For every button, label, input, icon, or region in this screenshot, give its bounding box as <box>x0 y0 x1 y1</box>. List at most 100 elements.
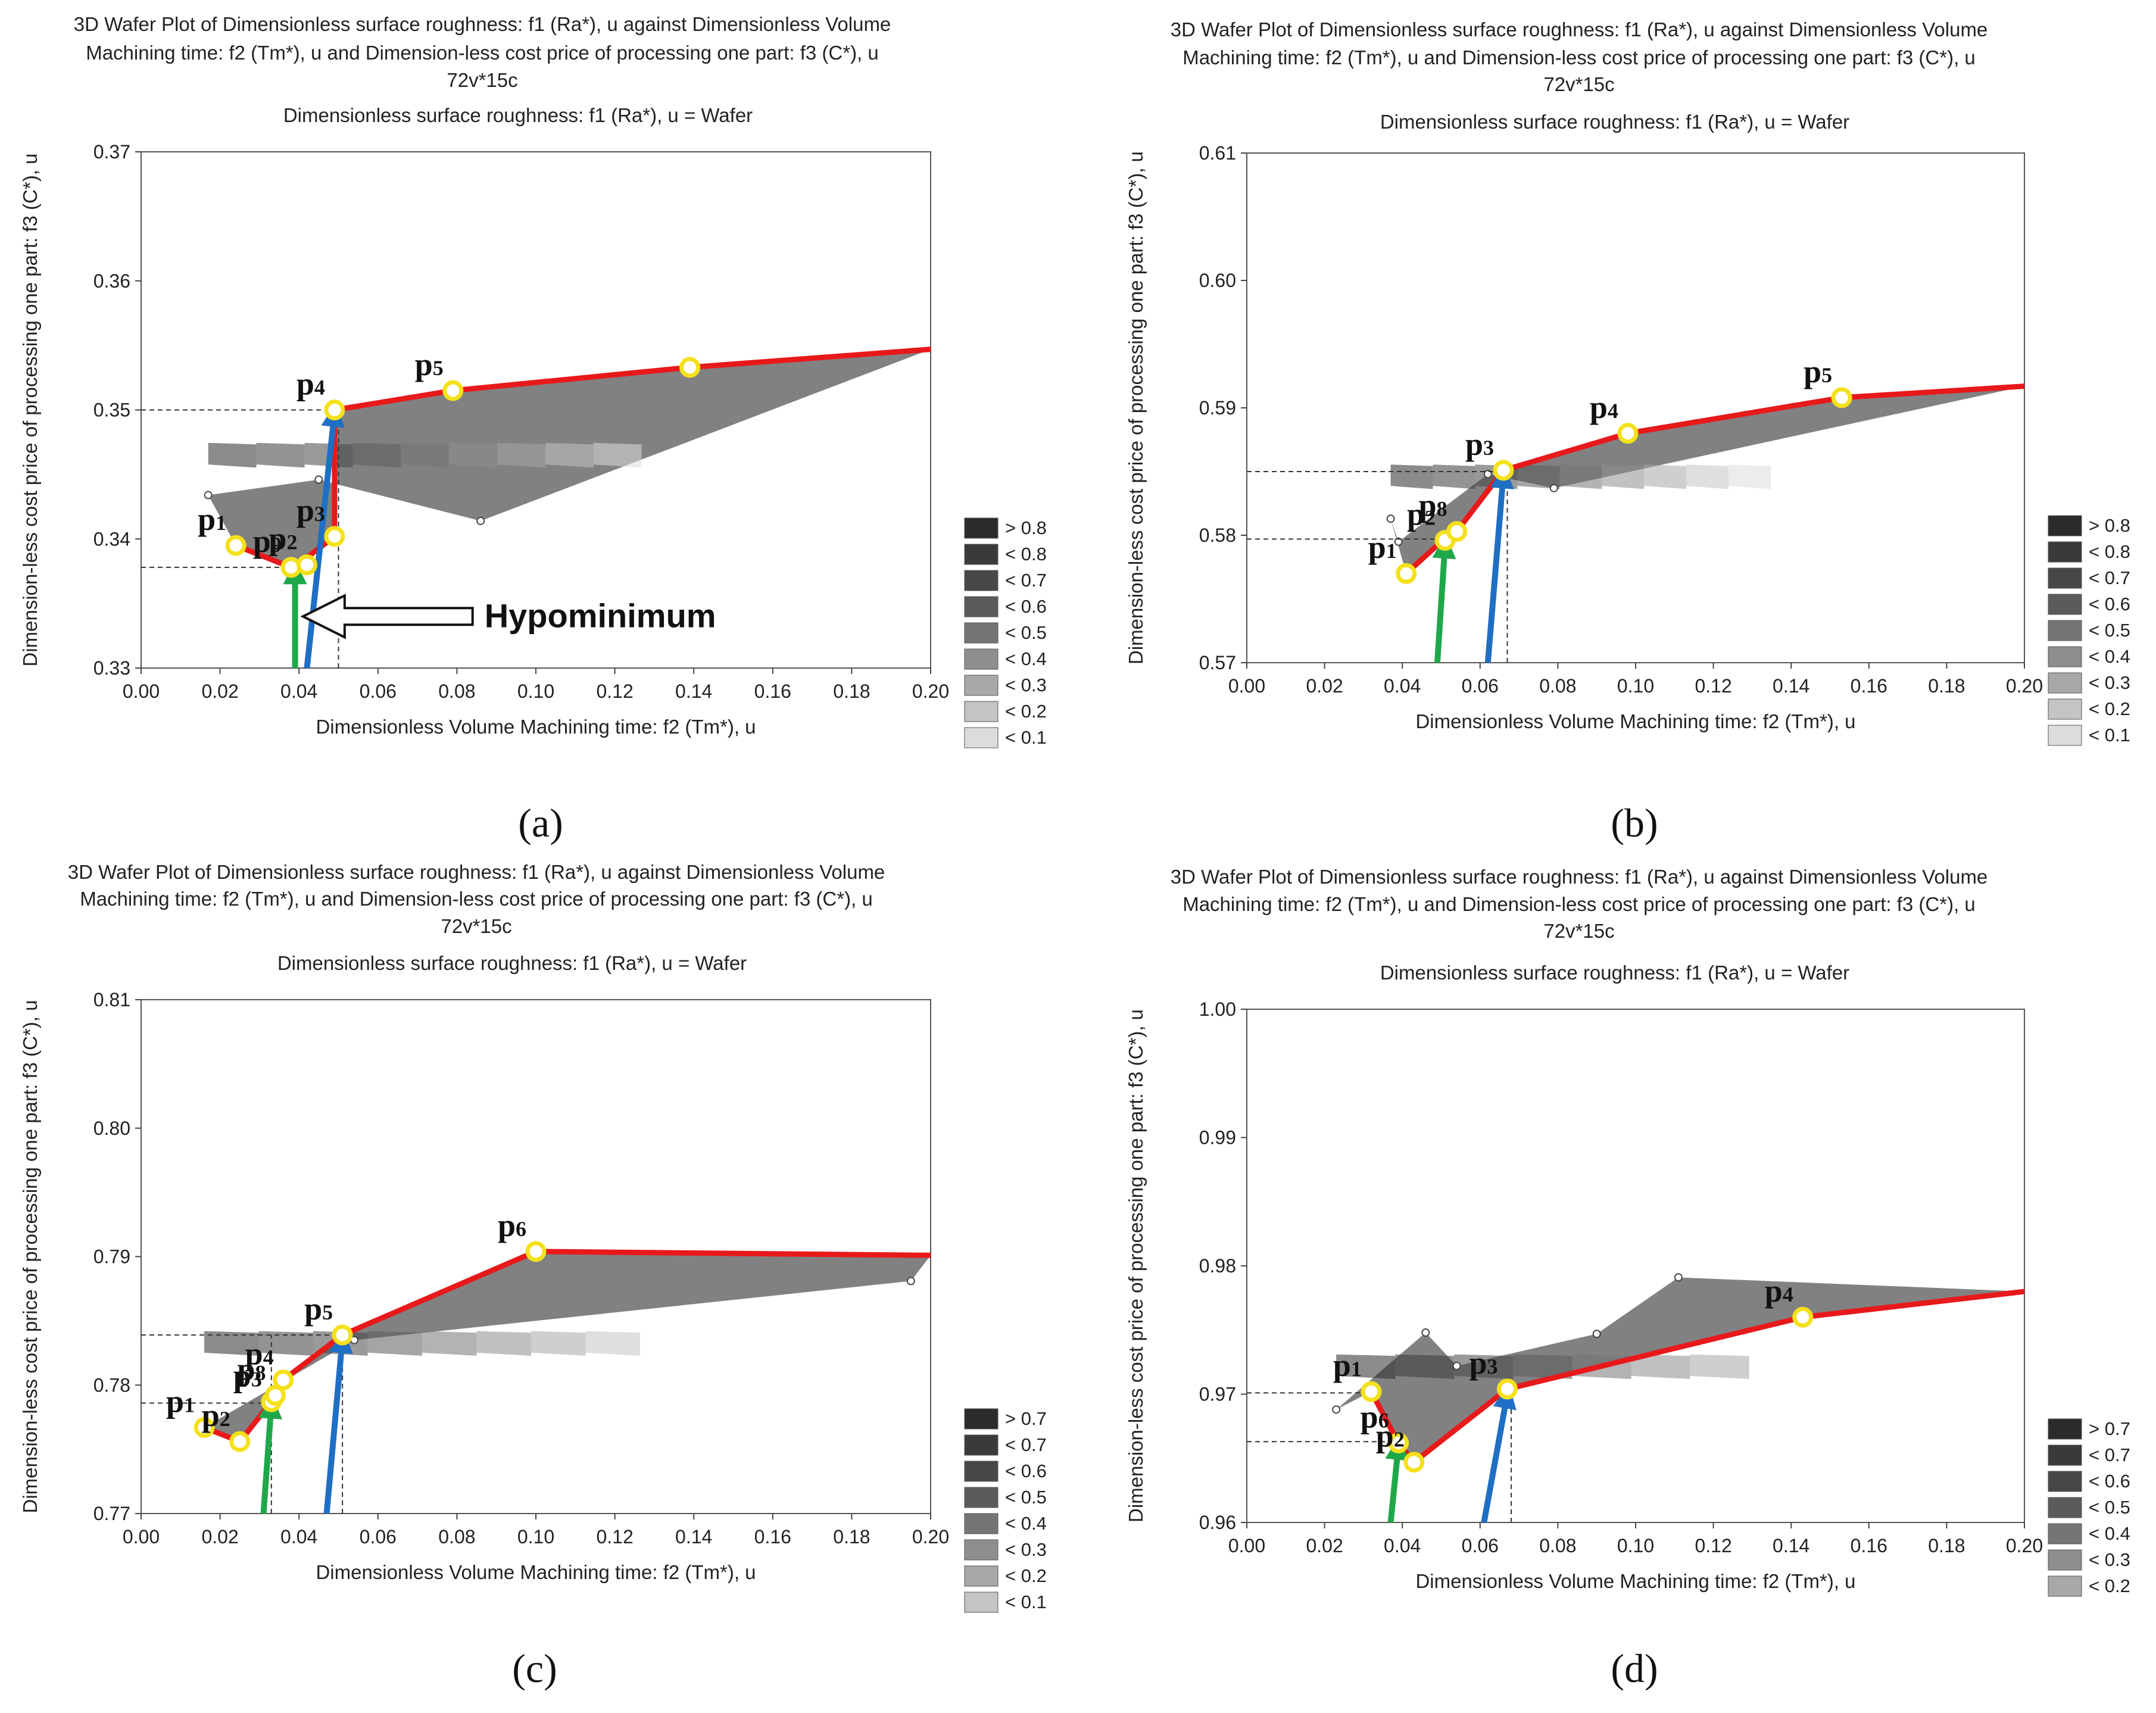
x-tick-label: 0.00 <box>1228 675 1265 697</box>
legend-label: < 0.2 <box>1005 1565 1047 1586</box>
legend-swatch <box>2048 567 2082 589</box>
x-tick-label: 0.12 <box>596 1526 633 1547</box>
x-tick-label: 0.06 <box>1462 675 1499 697</box>
legend-label: < 0.8 <box>2089 541 2130 562</box>
legend-swatch <box>2048 1549 2082 1571</box>
x-tick-label: 0.04 <box>280 681 317 702</box>
point-label: p5 <box>415 347 444 382</box>
legend-swatch <box>2048 1444 2082 1466</box>
legend-swatch <box>2048 672 2082 694</box>
wafer-vertex <box>204 491 213 500</box>
pareto-point <box>679 357 701 378</box>
chart-panel-1: 3D Wafer Plot of Dimensionless surface r… <box>19 13 1047 845</box>
panel-label: (b) <box>1611 800 1658 845</box>
point-label: p1 <box>1333 1347 1362 1383</box>
y-tick-label: 0.59 <box>1199 397 1236 419</box>
x-tick-label: 0.16 <box>754 1526 791 1547</box>
green-arrow <box>1385 1436 1409 1523</box>
contour-band <box>531 1331 586 1356</box>
y-tick-label: 0.99 <box>1199 1127 1236 1149</box>
x-tick-label: 0.14 <box>1773 675 1809 697</box>
y-axis-label: Dimension-less cost price of processing … <box>1125 1009 1147 1522</box>
legend-swatch <box>2048 646 2082 667</box>
legend-swatch <box>2048 725 2082 746</box>
legend-label: > 0.7 <box>2089 1418 2130 1439</box>
legend-swatch <box>2048 1575 2082 1597</box>
legend-swatch <box>964 517 999 539</box>
y-tick-label: 0.97 <box>1199 1384 1236 1405</box>
legend-label: < 0.6 <box>2089 594 2130 614</box>
x-tick-label: 0.00 <box>123 1526 160 1547</box>
legend-swatch <box>964 701 999 722</box>
legend-label: < 0.7 <box>1005 1434 1047 1455</box>
contour-band <box>1690 1354 1749 1380</box>
x-tick-label: 0.20 <box>2006 1535 2043 1556</box>
pareto-point <box>442 380 464 401</box>
contour-band <box>497 442 545 468</box>
wafer-vertex <box>1452 1362 1461 1371</box>
x-tick-label: 0.12 <box>1695 675 1731 697</box>
y-tick-label: 0.96 <box>1199 1512 1236 1533</box>
contour-band <box>208 442 257 468</box>
contour-band <box>1390 464 1433 489</box>
chart-title-line: Machining time: f2 (Tm*), u and Dimensio… <box>1182 46 1976 68</box>
point-label: p6 <box>498 1207 526 1243</box>
point-label: p4 <box>1765 1273 1793 1309</box>
x-tick-label: 0.08 <box>438 1526 475 1547</box>
legend-label: < 0.7 <box>1005 570 1047 591</box>
contour-band <box>1336 1354 1396 1380</box>
point-label: p8 <box>1419 488 1447 523</box>
point-label: p8 <box>237 1352 266 1387</box>
wafer-vertex <box>906 1277 915 1285</box>
contour-band <box>258 1331 314 1356</box>
x-tick-label: 0.08 <box>1539 675 1576 697</box>
legend-swatch <box>964 1513 999 1534</box>
y-tick-label: 0.37 <box>93 141 130 163</box>
pareto-point <box>273 1369 294 1391</box>
legend-label: < 0.7 <box>2089 567 2130 588</box>
legend-label: < 0.3 <box>1005 675 1047 695</box>
contour-band <box>1631 1354 1690 1380</box>
legend-swatch <box>964 1461 999 1482</box>
x-tick-label: 0.06 <box>360 1526 397 1547</box>
blue-arrow <box>1484 464 1514 663</box>
chart-title-line: Machining time: f2 (Tm*), u and Dimensio… <box>80 888 873 910</box>
point-label: p6 <box>1361 1399 1389 1434</box>
contour-band <box>545 442 594 468</box>
x-tick-label: 0.04 <box>280 1526 317 1547</box>
legend-swatch <box>964 727 999 748</box>
y-tick-label: 0.77 <box>93 1503 130 1524</box>
point-label: p5 <box>304 1291 333 1327</box>
wafer-vertex <box>1421 1328 1430 1337</box>
x-axis-label: Dimensionless Volume Machining time: f2 … <box>316 1561 756 1583</box>
pareto-point <box>229 1431 251 1452</box>
x-tick-label: 0.16 <box>1851 675 1887 697</box>
point-label: p3 <box>1465 426 1494 462</box>
pareto-point <box>324 400 345 420</box>
y-tick-label: 0.33 <box>93 657 130 679</box>
legend-swatch <box>2048 1523 2082 1544</box>
contour-band <box>593 442 642 468</box>
wafer-vertex <box>314 475 323 484</box>
pareto-point <box>296 554 317 576</box>
point-label: p5 <box>1804 354 1832 389</box>
contour-band <box>1517 464 1560 489</box>
legend-swatch <box>2048 698 2082 720</box>
x-axis-label: Dimensionless Volume Machining time: f2 … <box>1415 710 1855 732</box>
y-axis-label: Dimension-less cost price of processing … <box>19 153 41 666</box>
wafer-vertex <box>1592 1330 1601 1338</box>
x-tick-label: 0.16 <box>754 681 791 702</box>
contour-band <box>449 442 498 468</box>
point-label: p1 <box>1368 529 1397 565</box>
legend-label: < 0.5 <box>2089 1497 2130 1518</box>
x-tick-label: 0.06 <box>360 681 397 702</box>
pareto-point <box>1361 1381 1382 1402</box>
y-tick-label: 0.61 <box>1199 142 1236 164</box>
contour-band <box>1686 464 1729 489</box>
legend-label: < 0.2 <box>2089 1575 2130 1596</box>
legend-swatch <box>964 1539 999 1561</box>
point-label: p2 <box>1376 1418 1405 1454</box>
x-tick-label: 0.04 <box>1384 1535 1421 1556</box>
legend-label: < 0.6 <box>2089 1471 2130 1492</box>
